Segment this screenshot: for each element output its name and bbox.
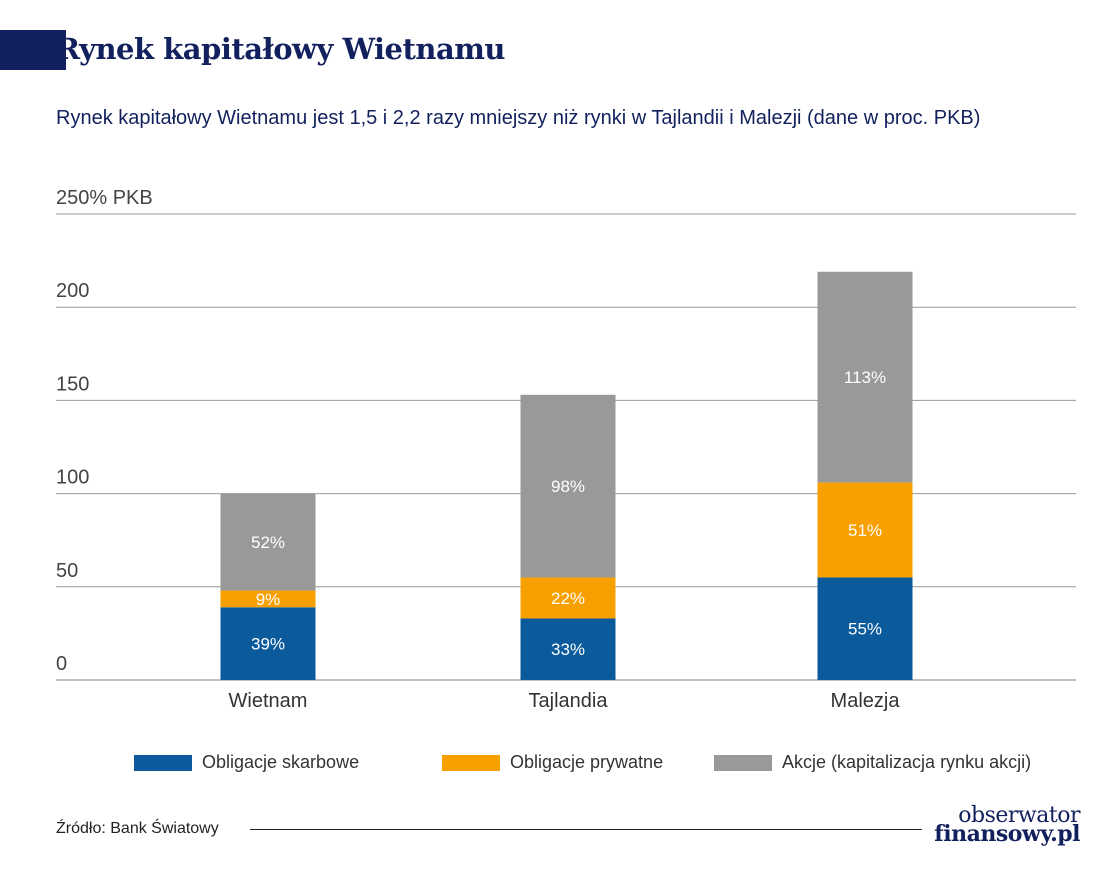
chart-legend: Obligacje skarbowe Obligacje prywatne Ak… <box>0 752 1120 776</box>
y-tick-label: 100 <box>56 467 89 489</box>
legend-label: Akcje (kapitalizacja rynku akcji) <box>782 752 1032 772</box>
bar-segment <box>817 482 913 578</box>
publisher-logo: obserwator finansowy.pl <box>934 803 1080 847</box>
data-label: 98% <box>551 477 585 496</box>
legend-item-obligacje-prywatne: Obligacje prywatne <box>442 752 663 773</box>
x-tick-label: Malezja <box>831 690 901 712</box>
page-title: Rynek kapitałowy Wietnamu <box>56 32 506 66</box>
bar-segment <box>220 590 316 608</box>
data-label: 39% <box>251 635 285 654</box>
bar-segment <box>520 394 616 578</box>
y-tick-label: 200 <box>56 280 89 302</box>
footer-divider <box>250 829 922 830</box>
bar-segment <box>220 607 316 680</box>
bar-segment <box>220 493 316 591</box>
y-tick-label: 50 <box>56 560 78 582</box>
bar-segment <box>520 618 616 680</box>
bar-segment <box>817 577 913 680</box>
data-label: 33% <box>551 640 585 659</box>
legend-label: Obligacje skarbowe <box>202 752 360 772</box>
legend-swatch-obligacje-skarbowe <box>134 754 192 771</box>
legend-label: Obligacje prywatne <box>510 752 664 772</box>
data-label: 113% <box>844 368 886 387</box>
y-tick-label: 150 <box>56 373 89 395</box>
legend-item-akcje: Akcje (kapitalizacja rynku akcji) <box>714 752 1031 773</box>
data-label: 51% <box>848 521 882 540</box>
data-label: 22% <box>551 589 585 608</box>
legend-swatch-akcje <box>714 754 772 771</box>
stacked-bar-chart: 0 50 100 150 200 250% PKB 39% 9% 52% Wietnam 33% 22… <box>56 187 1076 712</box>
data-label: 9% <box>256 590 281 609</box>
logo-line-2: finansowy.pl <box>934 821 1080 847</box>
legend-swatch-obligacje-prywatne <box>442 754 500 771</box>
y-tick-label: 250% PKB <box>56 187 153 209</box>
x-tick-label: Tajlandia <box>529 690 609 712</box>
bar-segment <box>520 577 616 619</box>
data-label: 52% <box>251 533 285 552</box>
title-accent-block <box>0 30 66 70</box>
x-tick-label: Wietnam <box>229 690 308 712</box>
y-tick-label: 0 <box>56 653 67 675</box>
chart-subtitle: Rynek kapitałowy Wietnamu jest 1,5 i 2,2… <box>56 107 981 129</box>
logo-line-1: obserwator <box>958 803 1080 828</box>
source-note: Źródło: Bank Światowy <box>56 820 219 837</box>
bar-segment <box>817 271 913 483</box>
legend-item-obligacje-skarbowe: Obligacje skarbowe <box>134 752 359 773</box>
data-label: 55% <box>848 620 882 639</box>
